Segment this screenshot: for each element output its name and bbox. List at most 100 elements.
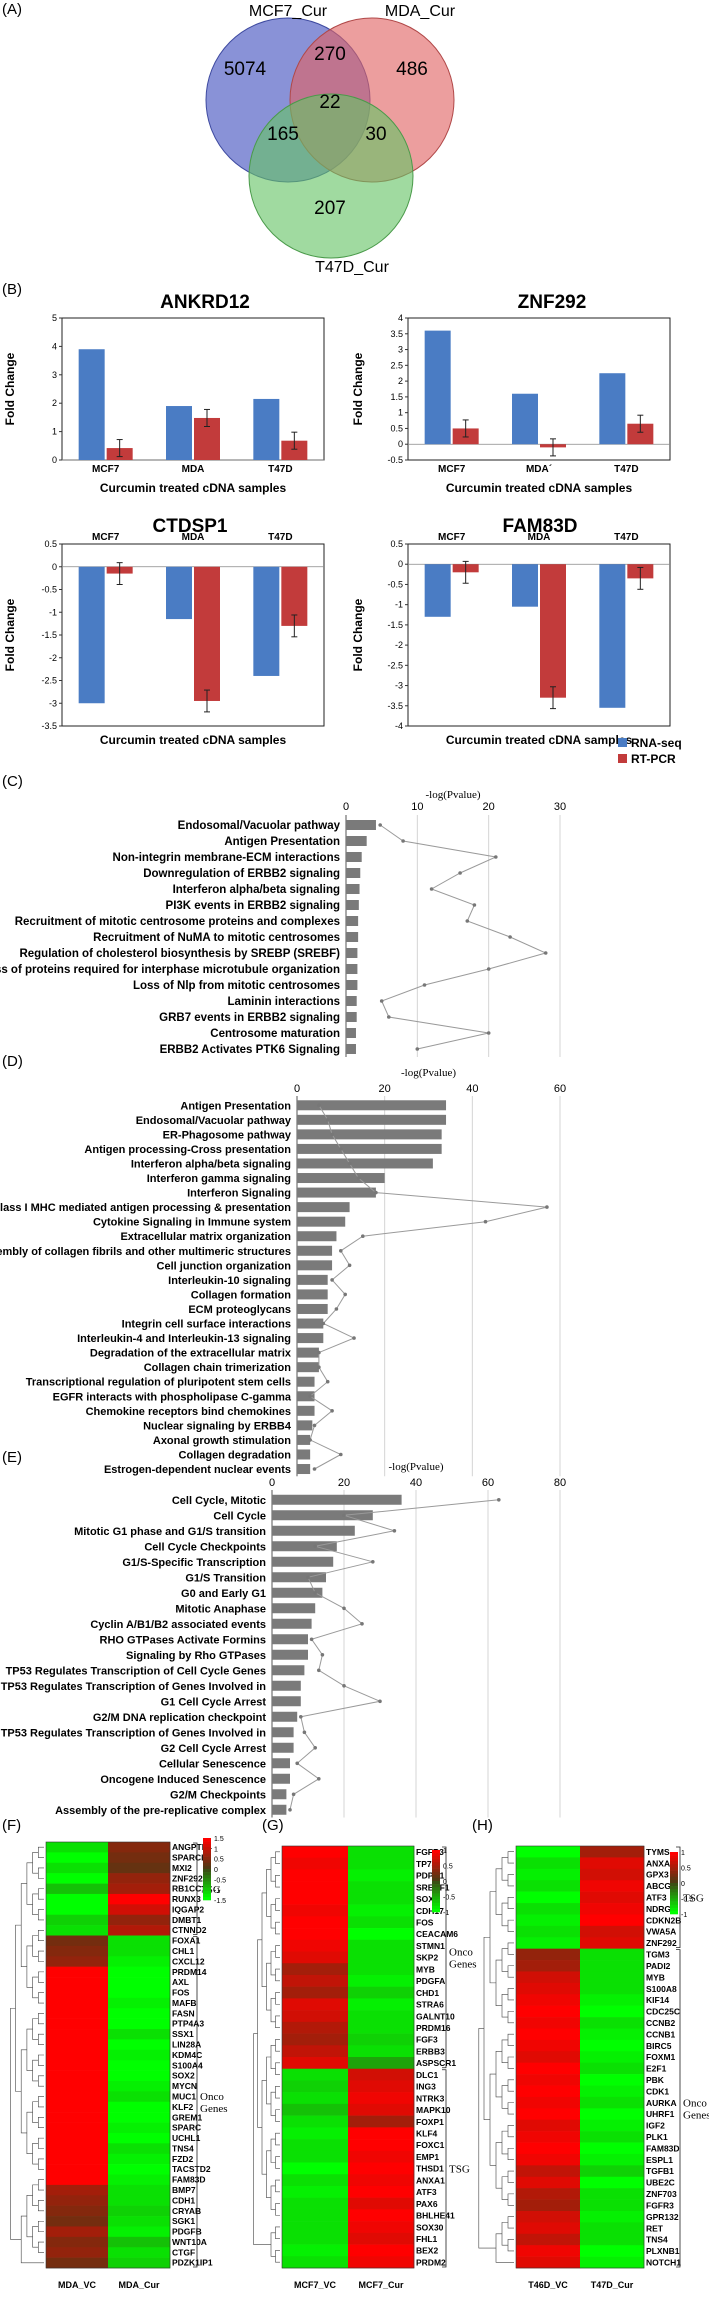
y-axis-label: Fold Change [351,352,365,425]
dendrogram-branch [507,1851,514,1864]
heatmap-cell [46,2008,109,2019]
gene-label: MXI2 [172,1863,192,1873]
heatmap-cell [46,2184,109,2196]
legend-swatch-rtpcr [618,754,627,763]
venn-count-mcf7-mda: 270 [314,44,346,65]
group-label: Genes [200,2103,228,2115]
pvalue-point [342,1684,346,1688]
gene-label: FHL1 [416,2234,438,2244]
pathway-bar [297,1260,333,1271]
gene-label: CXCL12 [172,1956,205,1966]
gene-label: SOX2 [172,2071,195,2081]
legend-tick-label: 0.5 [443,1864,453,1871]
dendrogram-branch [507,2216,514,2229]
pvalue-point [360,1622,364,1626]
heatmap-cell [348,2174,415,2187]
heatmap-cell [282,1857,349,1870]
legend-step [203,1844,211,1848]
heatmap-cell [516,2142,581,2155]
dendrogram-branch [26,2028,33,2071]
pathway-bar [297,1362,319,1373]
heatmap-cell [516,2245,581,2257]
pathway-label: Integrin cell surface interactions [122,1319,291,1331]
pathway-label: Interleukin-4 and Interleukin-13 signali… [77,1333,291,1345]
y-tick-label: 1.5 [390,392,403,402]
heatmap-cell [516,1982,581,1995]
gene-label: NOTCH1 [646,2257,681,2267]
pathway-label: G1/S Transition [185,1572,266,1584]
bar-rna-seq [253,566,280,676]
dendrogram-branch [38,2179,44,2191]
legend-step [203,1884,211,1888]
legend-tick-label: 0 [443,1879,447,1886]
pathway-label: Transcriptional regulation of pluripoten… [26,1377,291,1389]
heatmap-cell [46,1893,109,1905]
gene-label: NTRK3 [416,2093,445,2103]
pathway-bar [297,1333,324,1344]
pathway-bar [272,1711,298,1722]
heatmap-cell [46,2226,109,2238]
legend-tick-label: 1 [214,1846,218,1853]
x-axis-label: Curcumin treated cDNA samples [100,733,287,747]
dendrogram-branch [275,2203,280,2216]
pathway-bar [346,1028,356,1038]
dendrogram-branch [275,2179,280,2193]
dendrogram-branch [32,2143,39,2165]
x-tick-label: 40 [466,1083,478,1095]
heatmap-cell [108,1904,171,1916]
y-tick-label: 3 [398,345,403,355]
y-tick-label: -4 [395,721,403,731]
heatmap-cell [108,1873,171,1884]
dendrogram-branch [275,1875,280,1888]
y-tick-label: 3.5 [390,329,403,339]
group-bracket [442,1846,447,2069]
bar-rna-seq [599,373,626,445]
pvalue-point [347,1161,352,1166]
y-axis-label: Fold Change [3,352,17,425]
heatmap-cell [46,2029,109,2040]
heatmap-cell [46,2236,109,2248]
heatmap-cell [516,1925,581,1938]
heatmap-cell [348,1963,415,1976]
dendrogram-branch [38,1971,44,1983]
heatmap-cell [46,1925,109,1936]
pathway-label: Antigen processing-Cross presentation [84,1144,291,1156]
dendrogram-branch [257,1939,262,2128]
category-label: MDA [182,464,205,475]
heatmap-cell [108,2039,171,2051]
dendrogram-branch [507,2102,514,2115]
heatmap-cell [282,2115,349,2128]
legend-step [670,1876,678,1881]
pvalue-point [320,1653,325,1657]
y-tick-label: -3 [395,681,403,691]
axis-title: -log(Pvalue) [426,789,481,801]
heatmap-cell [516,1880,581,1892]
heatmap-cell [46,1935,109,1947]
heatmap-cell [348,1904,415,1917]
dendrogram-branch [20,1883,27,1967]
gene-label: TYMS [646,1847,670,1857]
dendrogram-branch [270,2232,276,2257]
heatmap-cell [108,2164,171,2175]
pathway-label: ECM proteoglycans [188,1304,291,1316]
gene-label: MYCN [172,2081,197,2091]
legend-step [432,1874,440,1879]
dendrogram-branch [38,2054,44,2066]
y-tick-label: -0.5 [387,455,403,465]
heatmap-cell [108,2184,171,2196]
heatmap-cell [108,2143,171,2155]
heatmap-cell [516,1971,581,1984]
gene-label: LIN28A [172,2040,201,2050]
dendrogram-branch [507,2193,514,2206]
pathway-label: Cell Cycle [213,1510,266,1522]
gene-label: PAX6 [416,2199,438,2209]
pathway-label: Recruitment of mitotic centrosome protei… [15,916,340,928]
heatmap-cell [516,2096,581,2109]
heatmap-cell [516,1937,581,1949]
plot-frame [407,543,671,727]
dendrogram-branch [507,2079,514,2092]
legend-step [670,1879,678,1884]
pathway-bar [272,1665,305,1676]
heatmap-cell [348,1881,415,1894]
heatmap-cell [46,2143,109,2155]
